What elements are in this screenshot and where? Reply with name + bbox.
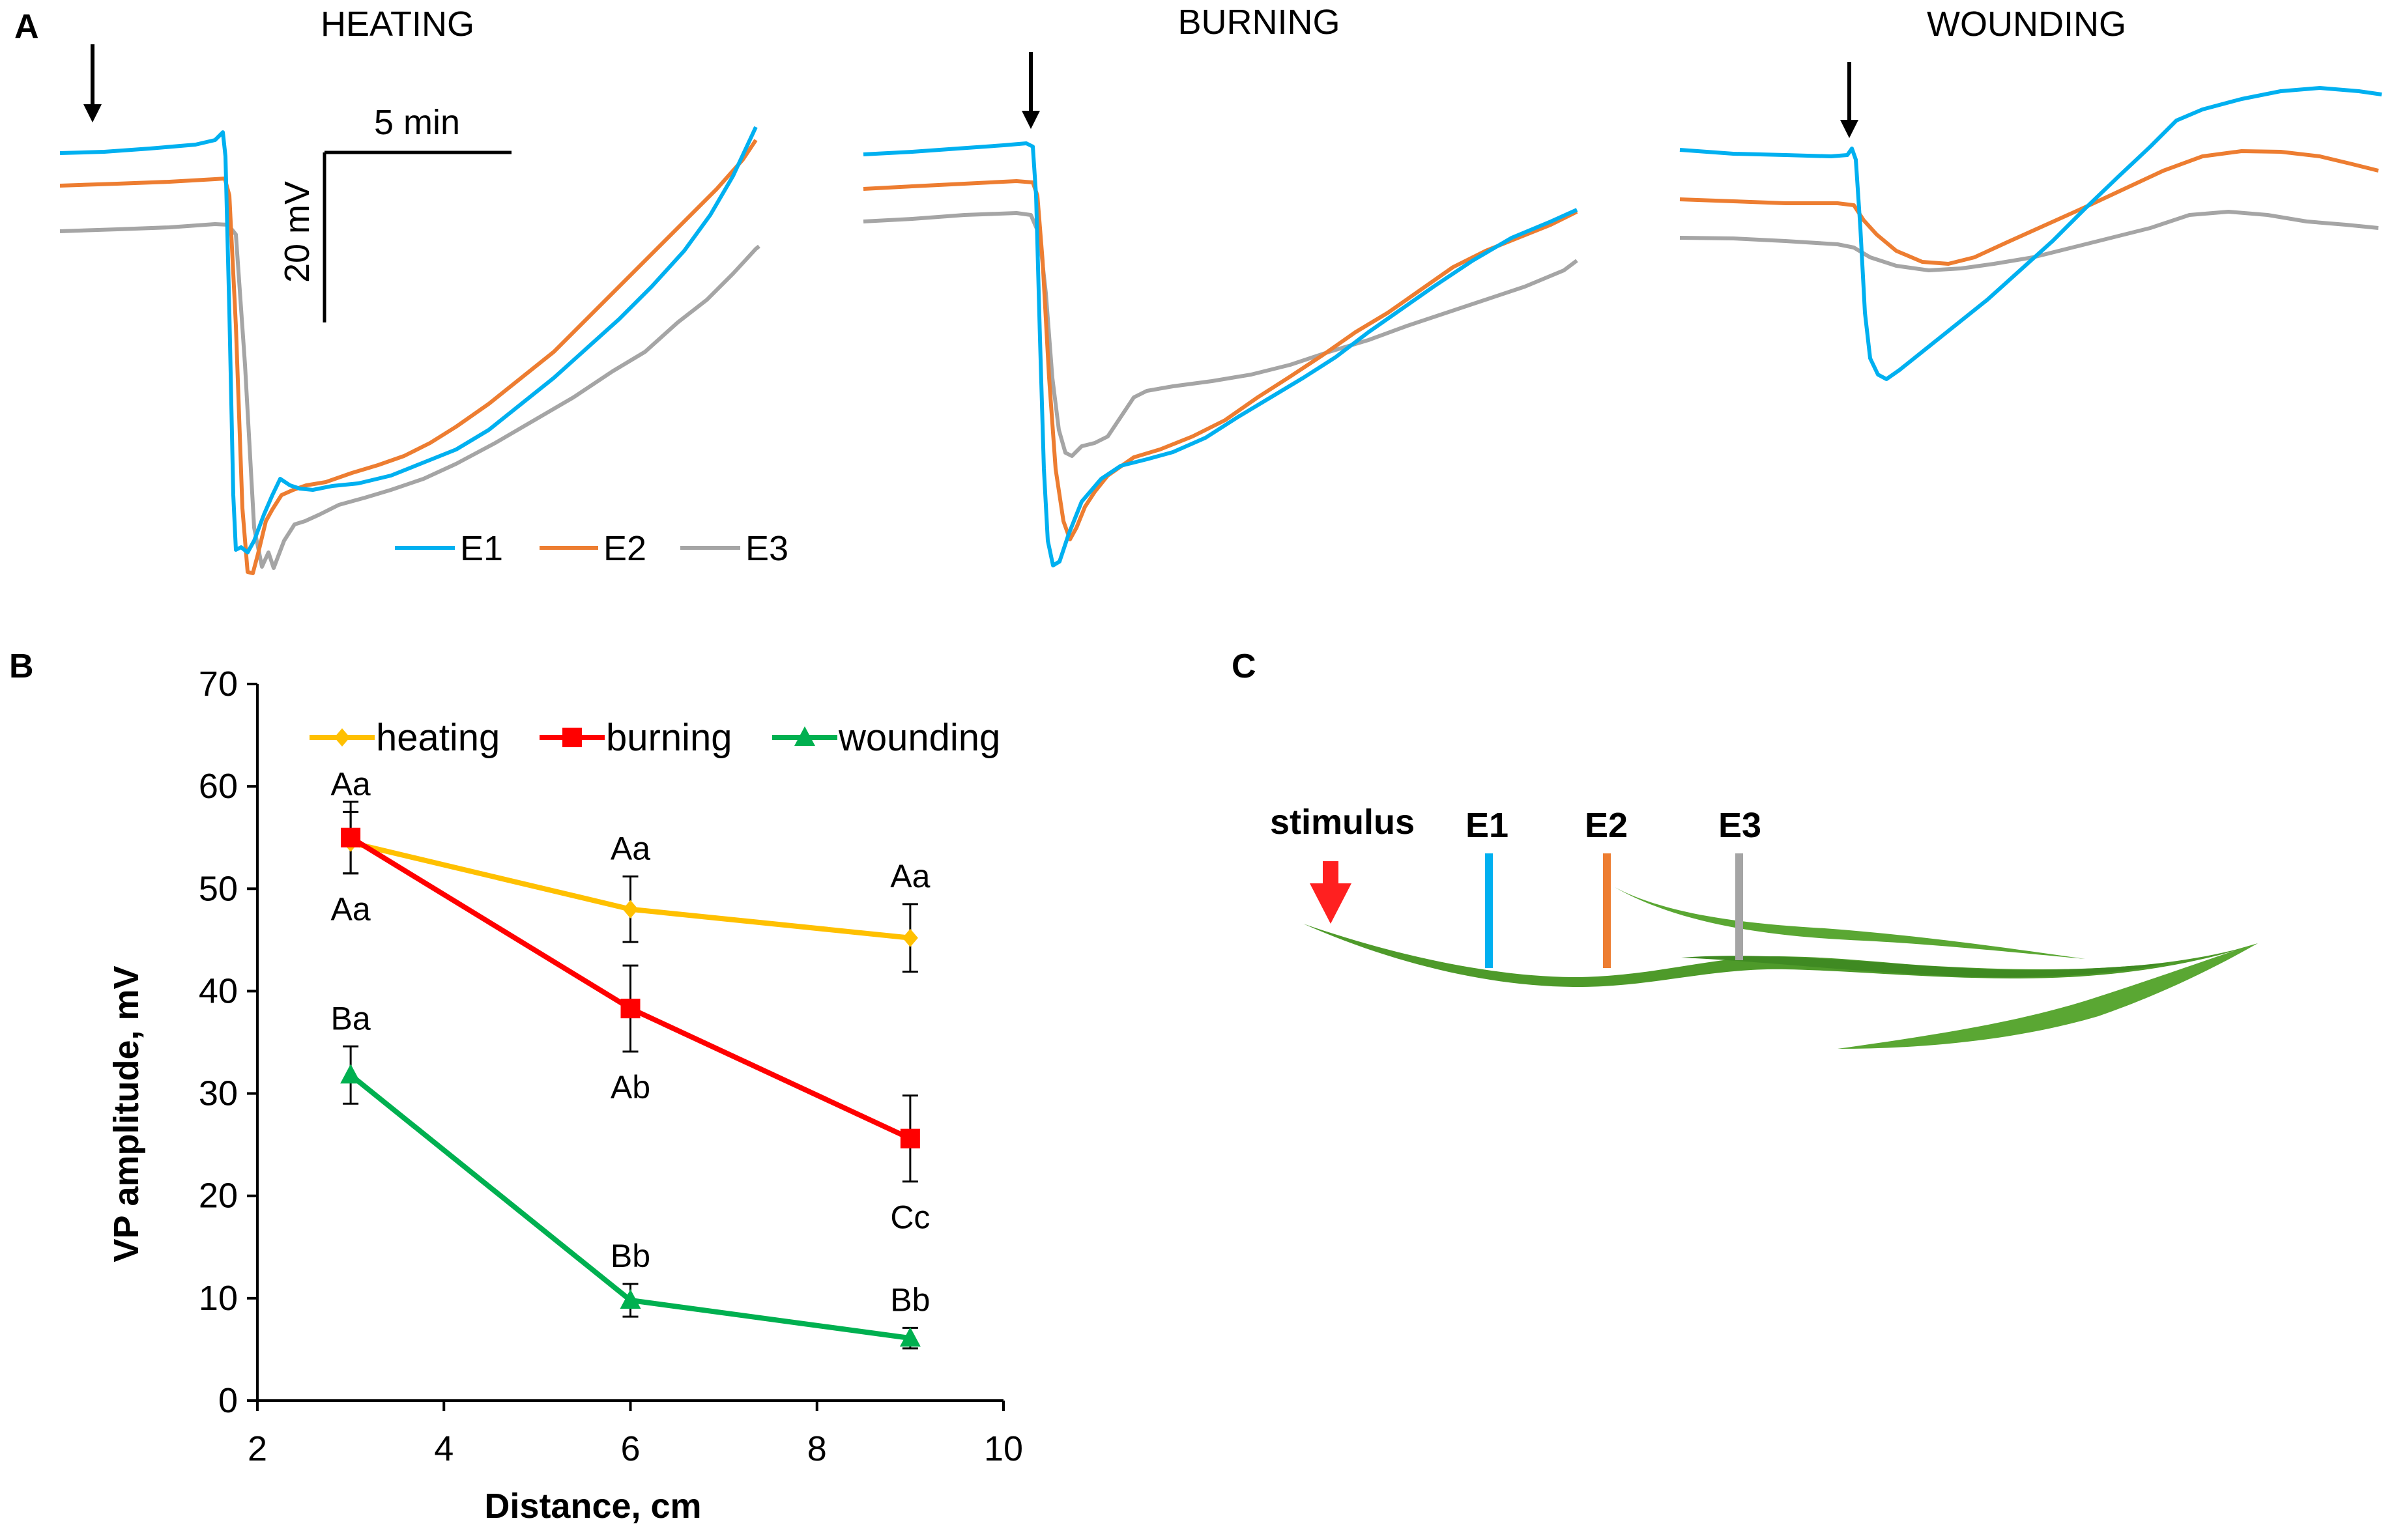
electrode-e3 (1735, 853, 1743, 960)
panel-b-label: B (9, 648, 34, 685)
scale-bar: 5 min 20 mV (278, 103, 512, 322)
significance-label-wounding: Bb (611, 1238, 650, 1274)
legend-label-heating: heating (376, 717, 500, 759)
electrode-e2 (1603, 853, 1611, 968)
y-axis-label: VP amplitude, mV (107, 965, 146, 1262)
stimulus-label: stimulus (1270, 803, 1415, 842)
x-tick-label: 4 (434, 1429, 454, 1468)
y-tick-label: 50 (199, 869, 238, 908)
data-point-wounding (899, 1327, 921, 1347)
electrode-e1 (1485, 853, 1493, 968)
significance-label-heating: Aa (611, 830, 650, 866)
wounding-trace-e3 (1679, 210, 2379, 272)
legend-marker-burning (562, 728, 582, 747)
data-point-heating (902, 928, 918, 947)
significance-label-burning: Aa (331, 891, 371, 928)
heating-trace-e1 (59, 126, 758, 554)
y-tick-label: 10 (199, 1279, 238, 1318)
significance-label-wounding: Bb (890, 1281, 930, 1318)
wounding-arrow-icon (1840, 62, 1858, 138)
panel-a-traces: HEATING BURNING WOUNDING 5 min 20 mV (59, 3, 2382, 575)
scale-time-label: 5 min (374, 103, 460, 142)
chart-series: Aa Aa Aa Aa Ab Cc Ba Bb Bb (331, 765, 931, 1350)
data-point-burning (341, 827, 361, 848)
y-tick-label: 0 (218, 1381, 238, 1420)
y-tick-label: 40 (199, 971, 238, 1010)
legend-label-wounding: wounding (838, 717, 1000, 759)
x-tick-label: 8 (807, 1429, 827, 1468)
y-tick-label: 20 (199, 1176, 238, 1216)
electrode-label-e2: E2 (1585, 806, 1628, 845)
electrode-label-e3: E3 (1718, 806, 1761, 845)
panel-a-legend: E1 E2 E3 (395, 529, 788, 568)
x-tick-label: 6 (620, 1429, 640, 1468)
data-point-burning (900, 1128, 920, 1148)
y-tick-label: 70 (199, 664, 238, 704)
data-point-wounding (340, 1064, 362, 1084)
wounding-trace-e1 (1679, 86, 2382, 381)
heating-trace-e3 (59, 222, 760, 570)
significance-label-heating: Aa (890, 858, 930, 894)
legend-label-e2: E2 (603, 529, 646, 568)
x-tick-label: 10 (984, 1429, 1023, 1468)
data-point-wounding (620, 1289, 641, 1309)
plant-leaf (1303, 887, 2258, 1049)
heating-arrow-icon (83, 44, 102, 122)
x-axis-label: Distance, cm (484, 1487, 701, 1526)
wounding-title: WOUNDING (1927, 5, 2126, 44)
y-tick-label: 30 (199, 1074, 238, 1113)
significance-label-wounding: Ba (331, 1000, 371, 1036)
stimulus-arrow-icon (1310, 861, 1351, 924)
burning-title: BURNING (1177, 3, 1340, 42)
legend-label-e3: E3 (745, 529, 788, 568)
scale-voltage-label: 20 mV (278, 181, 317, 283)
heating-trace-e2 (59, 139, 758, 575)
panel-b-chart: 0 10 20 30 40 50 60 70 2 4 6 8 10 Aa Aa Aa Aa Ab Cc Ba Bb Bb… (107, 664, 1023, 1526)
data-point-burning (620, 999, 641, 1019)
data-point-heating (622, 900, 639, 919)
heating-title: HEATING (321, 5, 474, 44)
legend-marker-heating (334, 728, 350, 747)
electrode-label-e1: E1 (1465, 806, 1508, 845)
legend-label-burning: burning (606, 717, 732, 759)
chart-axes: 0 10 20 30 40 50 60 70 2 4 6 8 10 (199, 664, 1023, 1468)
legend-marker-wounding (794, 726, 815, 746)
panel-c-plant-diagram: stimulus E1 E2 E3 (1270, 803, 2258, 1049)
wounding-trace-e2 (1679, 149, 2379, 266)
significance-label-burning: Cc (890, 1199, 930, 1236)
significance-label-burning: Ab (611, 1069, 650, 1105)
y-tick-label: 60 (199, 767, 238, 806)
panel-a-label: A (14, 8, 39, 46)
significance-label-heating: Aa (331, 765, 371, 802)
burning-trace-e1 (863, 141, 1578, 567)
chart-legend: heating burning wounding (310, 717, 1000, 759)
legend-label-e1: E1 (460, 529, 503, 568)
panel-c-label: C (1232, 648, 1256, 685)
x-tick-label: 2 (248, 1429, 267, 1468)
burning-arrow-icon (1022, 52, 1040, 129)
